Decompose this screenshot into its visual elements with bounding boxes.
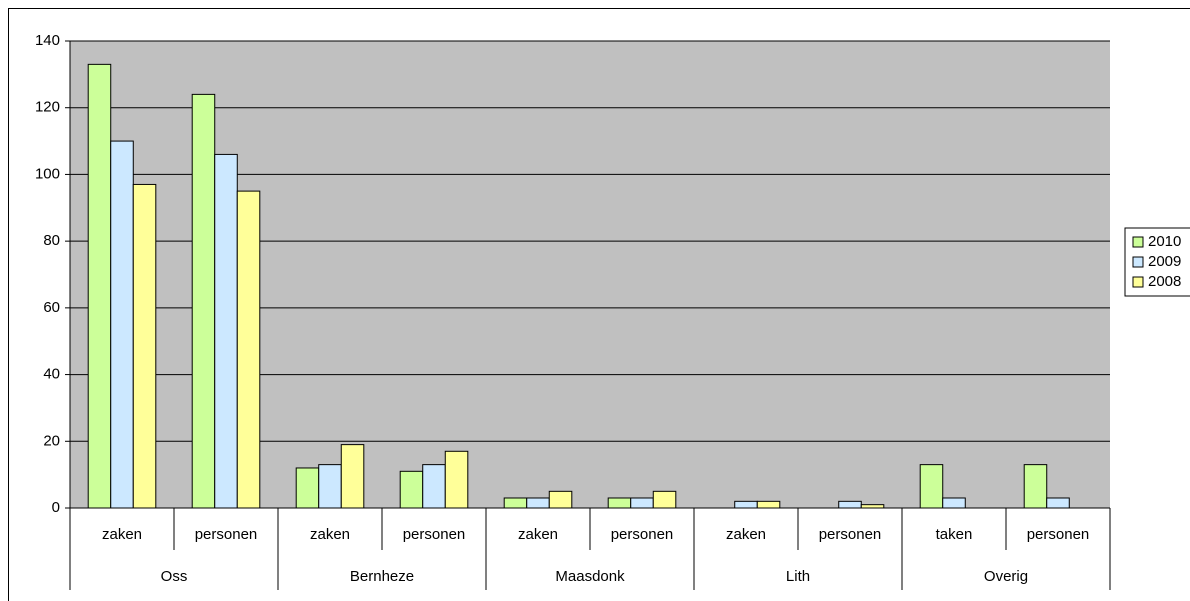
legend-label: 2010	[1148, 233, 1181, 250]
bar	[919, 464, 944, 509]
bar	[503, 497, 528, 509]
bar	[860, 504, 885, 509]
bar	[1046, 497, 1070, 509]
x-tick-label: zaken	[310, 526, 350, 543]
bar	[630, 497, 654, 509]
bar	[548, 490, 573, 509]
legend-swatch	[1132, 256, 1144, 268]
y-tick-label: 100	[35, 165, 60, 182]
y-tick-label: 0	[52, 499, 60, 516]
x-tick-label: personen	[611, 526, 674, 543]
x-tick-label: zaken	[102, 526, 142, 543]
bar	[1023, 464, 1048, 509]
bar	[110, 140, 134, 509]
bar	[191, 93, 216, 509]
y-tick-label: 80	[43, 232, 60, 249]
group-label: Oss	[161, 568, 188, 585]
y-tick-label: 20	[43, 432, 60, 449]
bar	[399, 470, 424, 509]
bar	[340, 444, 365, 509]
legend-swatch	[1132, 236, 1144, 248]
bar	[87, 63, 112, 509]
bar	[838, 500, 862, 509]
bar	[734, 500, 758, 509]
bar	[236, 190, 261, 509]
x-tick-label: personen	[195, 526, 258, 543]
bar	[444, 450, 469, 509]
y-tick-label: 60	[43, 299, 60, 316]
y-tick-label: 120	[35, 99, 60, 116]
x-tick-label: zaken	[726, 526, 766, 543]
x-tick-label: personen	[819, 526, 882, 543]
bar	[652, 490, 677, 509]
x-tick-label: personen	[403, 526, 466, 543]
bar	[607, 497, 632, 509]
legend-label: 2008	[1148, 273, 1181, 290]
group-label: Bernheze	[350, 568, 414, 585]
bar	[132, 183, 157, 509]
x-tick-label: personen	[1027, 526, 1090, 543]
group-label: Maasdonk	[555, 568, 625, 585]
group-label: Overig	[984, 568, 1028, 585]
bar	[756, 500, 781, 509]
bar	[318, 464, 342, 509]
group-label: Lith	[786, 568, 810, 585]
bar	[295, 467, 320, 509]
x-tick-label: zaken	[518, 526, 558, 543]
bar	[942, 497, 966, 509]
legend-label: 2009	[1148, 253, 1181, 270]
legend-swatch	[1132, 276, 1144, 288]
bar	[214, 153, 238, 509]
y-tick-label: 40	[43, 366, 60, 383]
bar	[422, 464, 446, 509]
bar	[526, 497, 550, 509]
x-tick-label: taken	[936, 526, 973, 543]
y-tick-label: 140	[35, 32, 60, 49]
